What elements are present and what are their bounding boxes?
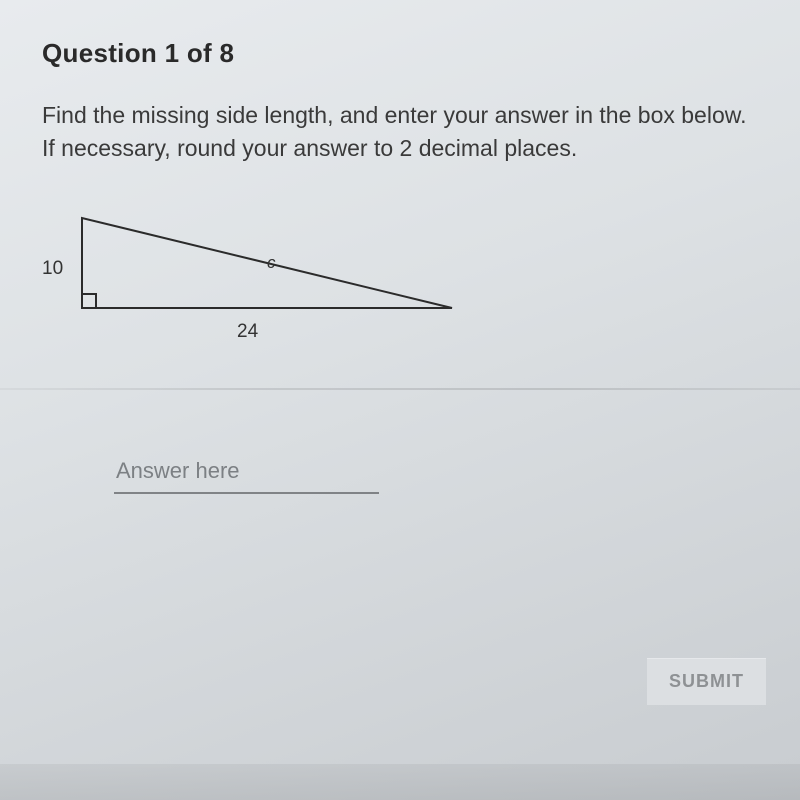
right-angle-marker [82, 294, 96, 308]
bottom-bar [0, 764, 800, 800]
section-divider [0, 388, 800, 390]
base-label: 24 [237, 321, 258, 343]
question-container: Question 1 of 8 Find the missing side le… [0, 0, 800, 532]
submit-button[interactable]: SUBMIT [647, 658, 766, 705]
triangle-svg [72, 208, 472, 343]
question-prompt: Find the missing side length, and enter … [42, 99, 758, 166]
vertical-leg-label: 10 [42, 258, 63, 280]
triangle-diagram: 10 c 24 [42, 208, 462, 343]
answer-input[interactable] [114, 452, 379, 494]
submit-area: SUBMIT [647, 658, 766, 705]
answer-section [114, 452, 758, 494]
hypotenuse-label: c [267, 253, 276, 273]
question-title: Question 1 of 8 [42, 38, 758, 69]
